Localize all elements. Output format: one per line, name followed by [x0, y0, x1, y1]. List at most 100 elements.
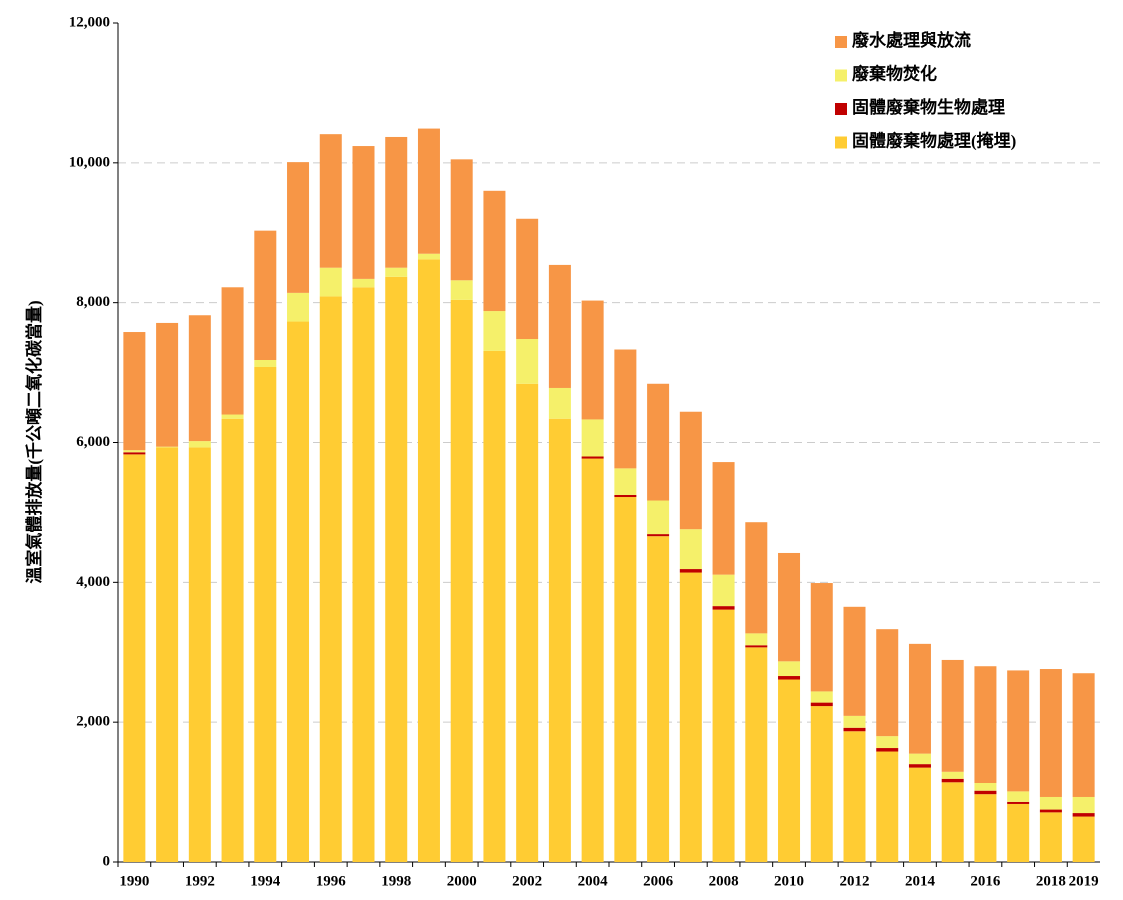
- bar-segment: [156, 446, 179, 448]
- y-axis-label: 溫室氣體排放量(千公噸二氧化碳當量): [24, 300, 44, 583]
- bar-segment: [679, 411, 702, 530]
- bar-segment: [450, 299, 473, 862]
- bar-segment: [679, 569, 702, 573]
- bar-segment: [1072, 796, 1095, 814]
- bar-segment: [1072, 673, 1095, 797]
- bar-segment: [319, 134, 342, 268]
- bar-segment: [745, 633, 768, 646]
- bar-segment: [385, 276, 408, 862]
- bar-segment: [712, 606, 735, 610]
- bar-segment: [319, 296, 342, 863]
- bar-segment: [778, 676, 801, 680]
- bar-segment: [1007, 791, 1030, 802]
- bar-segment: [385, 267, 408, 277]
- bar-segment: [778, 679, 801, 862]
- bar-segment: [319, 267, 342, 297]
- bar-segment: [647, 536, 670, 862]
- x-tick-label: 2006: [643, 873, 674, 889]
- bar-segment: [941, 782, 964, 862]
- bar-segment: [810, 702, 833, 707]
- bar-segment: [254, 366, 277, 862]
- bar-segment: [287, 321, 310, 862]
- bar-segment: [385, 136, 408, 268]
- bar-segment: [1039, 809, 1062, 813]
- bar-segment: [876, 736, 899, 749]
- bar-segment: [614, 349, 637, 469]
- x-tick-label: 2000: [447, 873, 477, 889]
- bar-segment: [679, 572, 702, 862]
- bar-segment: [417, 259, 440, 862]
- x-tick-label: 1990: [119, 873, 149, 889]
- bar-segment: [581, 456, 604, 459]
- bar-segment: [974, 666, 997, 783]
- bar-segment: [188, 441, 211, 448]
- bar-segment: [1039, 812, 1062, 862]
- bar-segment: [483, 350, 506, 862]
- bar-segment: [810, 691, 833, 703]
- bar-segment: [352, 146, 375, 279]
- bar-segment: [647, 383, 670, 501]
- x-tick-label: 1998: [381, 873, 411, 889]
- bar-segment: [974, 790, 997, 795]
- bar-segment: [908, 643, 931, 754]
- bar-segment: [614, 494, 637, 498]
- y-tick-label: 10,000: [69, 154, 110, 170]
- y-tick-label: 12,000: [69, 14, 110, 30]
- bar-segment: [778, 661, 801, 677]
- legend-swatch: [835, 103, 847, 115]
- bar-segment: [221, 418, 244, 862]
- bar-segment: [352, 278, 375, 288]
- bar-segment: [123, 452, 146, 455]
- legend-label: 廢棄物焚化: [852, 63, 937, 83]
- bar-segment: [712, 462, 735, 575]
- legend-swatch: [835, 69, 847, 82]
- bar-segment: [483, 190, 506, 312]
- x-tick-label: 1996: [316, 873, 347, 889]
- bar-segment: [287, 162, 310, 293]
- bar-segment: [876, 629, 899, 737]
- bar-segment: [417, 253, 440, 260]
- bar-segment: [287, 292, 310, 322]
- x-tick-label: 2008: [709, 873, 739, 889]
- bar-segment: [908, 753, 931, 765]
- bar-segment: [679, 529, 702, 570]
- bar-segment: [1072, 816, 1095, 862]
- bar-segment: [974, 782, 997, 791]
- bar-segment: [516, 218, 539, 340]
- bar-segment: [188, 447, 211, 862]
- bar-segment: [188, 315, 211, 442]
- x-tick-label: 1992: [185, 873, 215, 889]
- bar-segment: [810, 583, 833, 692]
- bar-segment: [941, 771, 964, 779]
- x-tick-label: 2014: [905, 873, 936, 889]
- bar-segment: [745, 647, 768, 862]
- bar-segment: [876, 751, 899, 862]
- bar-segment: [941, 659, 964, 772]
- bar-segment: [614, 497, 637, 862]
- bar-segment: [548, 387, 571, 419]
- x-tick-label: 2012: [840, 873, 870, 889]
- bar-segment: [908, 764, 931, 768]
- bar-segment: [843, 715, 866, 728]
- x-tick-label: 2004: [578, 873, 609, 889]
- y-tick-label: 0: [103, 853, 111, 869]
- bar-segment: [745, 645, 768, 648]
- bar-segment: [1007, 801, 1030, 804]
- y-tick-label: 2,000: [76, 714, 110, 730]
- bar-segment: [417, 128, 440, 254]
- bar-segment: [123, 450, 146, 453]
- bar-segment: [516, 339, 539, 384]
- bar-segment: [843, 727, 866, 732]
- bar-segment: [581, 300, 604, 420]
- bar-segment: [941, 778, 964, 783]
- bar-segment: [647, 534, 670, 537]
- bar-segment: [352, 287, 375, 862]
- bar-segment: [1007, 803, 1030, 862]
- bar-segment: [123, 332, 146, 451]
- bar-segment: [516, 383, 539, 862]
- legend-label: 廢水處理與放流: [852, 30, 971, 50]
- bar-segment: [974, 794, 997, 862]
- bar-segment: [123, 454, 146, 862]
- bar-segment: [876, 748, 899, 752]
